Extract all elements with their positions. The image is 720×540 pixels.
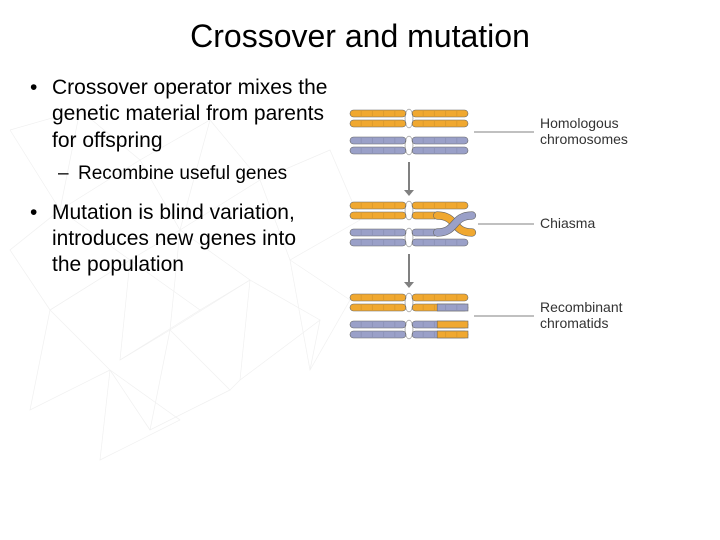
content-area: • Crossover operator mixes the genetic m… (0, 75, 720, 395)
dash-mark: – (58, 162, 78, 186)
bullet-1-text: Crossover operator mixes the genetic mat… (52, 75, 330, 154)
bullet-2-text: Mutation is blind variation, introduces … (52, 200, 330, 279)
svg-text:chromosomes: chromosomes (540, 131, 628, 147)
svg-text:chromatids: chromatids (540, 315, 608, 331)
crossover-diagram: Homologouschromosomes Chiasma Recombinantc… (330, 90, 690, 390)
diagram-column: Homologouschromosomes Chiasma Recombinantc… (330, 75, 690, 395)
sub-bullet-1-text: Recombine useful genes (78, 162, 287, 186)
bullet-mark: • (30, 200, 52, 279)
bullet-1: • Crossover operator mixes the genetic m… (30, 75, 330, 154)
bullet-mark: • (30, 75, 52, 154)
sub-bullet-1: – Recombine useful genes (58, 162, 330, 186)
text-column: • Crossover operator mixes the genetic m… (30, 75, 330, 395)
svg-text:Chiasma: Chiasma (540, 215, 595, 231)
slide-title: Crossover and mutation (0, 0, 720, 75)
svg-text:Homologous: Homologous (540, 115, 619, 131)
svg-text:Recombinant: Recombinant (540, 299, 623, 315)
bullet-2: • Mutation is blind variation, introduce… (30, 200, 330, 279)
